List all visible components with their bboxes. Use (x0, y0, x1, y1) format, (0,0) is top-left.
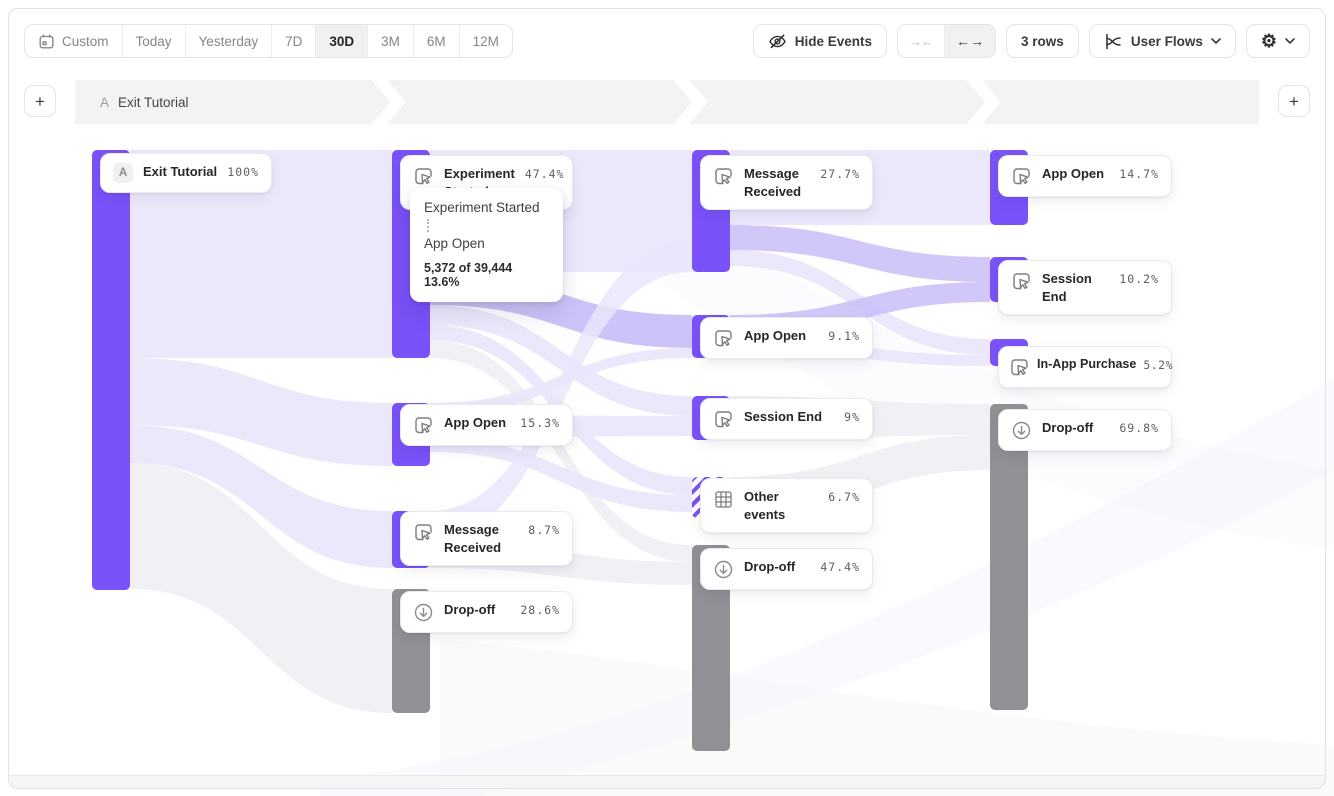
node-card-message-received-2[interactable]: Message Received 8.7% (400, 511, 573, 567)
node-card-in-app-purchase[interactable]: In-App Purchase 5.2% (998, 346, 1173, 388)
grid-icon (713, 489, 734, 510)
dropoff-icon (713, 559, 734, 580)
tap-event-icon (1011, 166, 1032, 187)
node-card-dropoff-2[interactable]: Drop-off 28.6% (400, 591, 573, 633)
step-chevron-separators (371, 80, 1001, 124)
step-a-badge: A (113, 163, 133, 183)
node-card-dropoff-3[interactable]: Drop-off 47.4% (700, 548, 873, 590)
date-range-7d[interactable]: 7D (272, 25, 317, 57)
date-range-6m[interactable]: 6M (413, 25, 460, 57)
step-header-band[interactable]: A Exit Tutorial (75, 80, 1259, 124)
gear-icon: ⚙ (1260, 31, 1277, 51)
date-range-3m[interactable]: 3M (368, 25, 414, 57)
settings-button[interactable]: ⚙ (1245, 24, 1310, 58)
tooltip-target-event: App Open (424, 236, 485, 251)
tap-event-icon (413, 522, 434, 543)
node-card-dropoff-4[interactable]: Drop-off 69.8% (998, 409, 1172, 451)
collapse-columns-button[interactable]: →← (898, 25, 946, 57)
date-range-control: Custom Today Yesterday 7D 30D 3M 6M 12M (24, 24, 513, 58)
node-card-message-received-3[interactable]: Message Received 27.7% (700, 155, 873, 211)
add-step-left-button[interactable]: + (24, 85, 56, 117)
tap-event-icon (713, 328, 734, 349)
hide-events-label: Hide Events (794, 33, 873, 49)
step-title: Exit Tutorial (118, 94, 189, 110)
bottom-scroll-strip[interactable] (9, 775, 1325, 788)
rows-button[interactable]: 3 rows (1006, 24, 1079, 58)
node-card-other-events[interactable]: Other events 6.7% (700, 478, 873, 534)
node-card-app-open-4[interactable]: App Open 14.7% (998, 155, 1172, 197)
tap-event-icon (713, 166, 734, 187)
node-card-app-open-2[interactable]: App Open 15.3% (400, 404, 573, 446)
dropoff-icon (413, 602, 434, 623)
date-range-custom[interactable]: Custom (25, 25, 123, 57)
chevron-down-icon (1285, 38, 1295, 44)
flow-tooltip: Experiment Started App Open 5,372 of 39,… (410, 188, 563, 302)
user-flows-icon (1106, 33, 1121, 49)
step-label: A Exit Tutorial (100, 80, 189, 124)
date-range-yesterday[interactable]: Yesterday (185, 25, 273, 57)
node-card-app-open-3[interactable]: App Open 9.1% (700, 317, 873, 359)
tap-event-icon (413, 415, 434, 436)
sankey-bar-exit-tutorial[interactable] (92, 150, 130, 590)
add-step-right-button[interactable]: + (1278, 85, 1310, 117)
sankey-bar-dropoff-4[interactable] (990, 404, 1028, 710)
tap-event-icon (713, 409, 734, 430)
toolbar: Custom Today Yesterday 7D 30D 3M 6M 12M … (24, 24, 1310, 58)
tap-event-icon (413, 166, 434, 187)
hide-events-button[interactable]: Hide Events (752, 24, 888, 58)
tooltip-source-event: Experiment Started (424, 200, 540, 215)
tooltip-connector-dots (427, 219, 429, 232)
eye-off-icon (768, 34, 786, 48)
node-card-session-end-4[interactable]: Session End 10.2% (998, 260, 1172, 316)
expand-columns-button[interactable]: ←→ (945, 25, 996, 57)
date-range-label: Custom (62, 33, 109, 49)
view-type-button[interactable]: User Flows (1088, 24, 1236, 58)
toolbar-right: Hide Events →← ←→ 3 rows User Fl (752, 24, 1310, 58)
date-range-30d[interactable]: 30D (316, 25, 369, 57)
expand-arrows-icon: ←→ (956, 33, 985, 49)
date-range-12m[interactable]: 12M (459, 25, 512, 57)
view-type-label: User Flows (1130, 33, 1203, 49)
collapse-arrows-icon: →← (909, 33, 934, 49)
dropoff-icon (1011, 420, 1032, 441)
column-spacing-control: →← ←→ (897, 24, 997, 58)
node-card-exit-tutorial[interactable]: A Exit Tutorial 100% (100, 153, 272, 193)
rows-label: 3 rows (1021, 33, 1064, 49)
tap-event-icon (1011, 271, 1032, 292)
calendar-icon (39, 34, 54, 48)
date-range-today[interactable]: Today (122, 25, 186, 57)
tap-event-icon (1009, 357, 1030, 378)
chevron-down-icon (1211, 38, 1221, 44)
step-prefix: A (100, 94, 110, 110)
tooltip-stat: 5,372 of 39,444 13.6% (424, 261, 513, 289)
node-card-session-end-3[interactable]: Session End 9% (700, 398, 873, 440)
